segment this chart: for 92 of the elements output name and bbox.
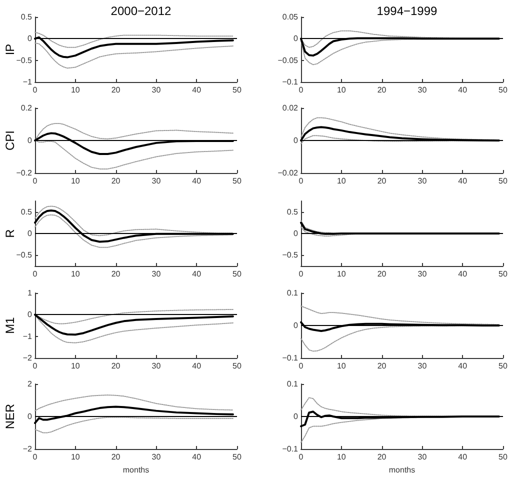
x-tick-label: 20 [377,452,387,462]
y-tick-label: 0 [294,34,299,44]
x-tick-label: 30 [152,176,162,186]
y-tick-label: −0.1 [282,444,299,454]
x-tick-label: 30 [152,86,162,94]
x-tick-label: 30 [418,362,428,370]
y-tick-label: −1 [22,332,33,341]
y-tick-label: −0.2 [16,168,33,178]
x-tick-label: 20 [111,270,121,278]
x-tick-label: 40 [458,176,468,186]
y-tick-label: 0.02 [282,104,299,112]
x-tick-label: 20 [377,86,387,94]
y-axis-title: NER [3,404,17,430]
y-tick-label: 0 [28,310,33,320]
x-axis-title: months [122,465,150,474]
x-tick-label: 50 [498,452,508,462]
chart-title: 1994−1999 [376,4,438,18]
x-axis-title: months [388,465,416,474]
x-tick-label: 30 [152,362,162,370]
x-tick-label: 30 [418,452,428,462]
x-tick-label: 40 [458,270,468,278]
x-tick-label: 10 [336,362,346,370]
y-tick-label: 0.05 [282,12,299,22]
x-tick-label: 50 [498,270,508,278]
x-tick-label: 40 [458,362,468,370]
x-tick-label: 20 [377,176,387,186]
y-tick-label: −0.5 [282,250,299,260]
y-tick-label: −2 [22,354,33,362]
x-tick-label: 50 [498,362,508,370]
x-tick-label: 20 [111,362,121,370]
x-tick-label: 10 [336,452,346,462]
x-tick-label: 20 [377,362,387,370]
x-tick-label: 50 [232,176,242,186]
y-tick-label: −0.1 [282,354,299,362]
x-tick-label: 10 [336,86,346,94]
y-tick-label: 2 [28,380,33,388]
y-tick-label: 0 [28,412,33,421]
x-tick-label: 30 [152,452,162,462]
y-tick-label: 0.2 [20,104,33,112]
x-tick-label: 50 [232,452,242,462]
x-tick-label: 10 [70,86,80,94]
x-tick-label: 40 [458,86,468,94]
y-tick-label: 0 [28,136,33,145]
y-tick-label: 0 [294,321,299,330]
x-tick-label: 30 [418,270,428,278]
x-tick-label: 40 [192,176,202,186]
x-tick-label: 10 [70,362,80,370]
y-axis-title: IP [3,44,17,56]
x-tick-label: 30 [418,176,428,186]
y-axis-title: R [3,228,17,238]
x-tick-label: 10 [336,176,346,186]
x-tick-label: 50 [498,176,508,186]
x-tick-label: 20 [111,86,121,94]
x-tick-label: 10 [70,270,80,278]
x-tick-label: 40 [192,362,202,370]
x-tick-label: 10 [70,452,80,462]
y-tick-label: −1 [22,78,33,86]
y-tick-label: 0.1 [286,380,299,388]
y-tick-label: 0.5 [20,12,33,22]
x-tick-label: 10 [336,270,346,278]
chart-title: 2000−2012 [110,4,172,18]
y-tick-label: 0 [28,229,33,238]
y-tick-label: 0.5 [286,207,299,216]
x-tick-label: 40 [458,452,468,462]
y-tick-label: 0.1 [286,288,299,298]
x-tick-label: 20 [377,270,387,278]
y-tick-label: −2 [22,444,33,454]
x-tick-label: 40 [192,452,202,462]
x-tick-label: 50 [232,270,242,278]
y-tick-label: −0.1 [282,78,299,86]
x-tick-label: 30 [418,86,428,94]
y-tick-label: 1 [28,288,33,298]
x-tick-label: 40 [192,270,202,278]
y-tick-label: −0.02 [278,168,299,178]
y-tick-label: 0 [294,412,299,421]
y-axis-title: M1 [3,316,17,334]
x-tick-label: 50 [498,86,508,94]
y-axis-title: CPI [3,130,17,151]
x-tick-label: 20 [111,452,121,462]
y-tick-label: 0 [294,136,299,145]
x-tick-label: 50 [232,86,242,94]
y-tick-label: −0.5 [16,250,33,260]
y-tick-label: −0.05 [278,56,299,65]
y-tick-label: −0.5 [16,56,33,65]
x-tick-label: 20 [111,176,121,186]
x-tick-label: 30 [152,270,162,278]
y-tick-label: 0 [294,229,299,238]
y-tick-label: 0 [28,34,33,44]
x-tick-label: 40 [192,86,202,94]
y-tick-label: 0.5 [20,207,33,216]
x-tick-label: 50 [232,362,242,370]
x-tick-label: 10 [70,176,80,186]
